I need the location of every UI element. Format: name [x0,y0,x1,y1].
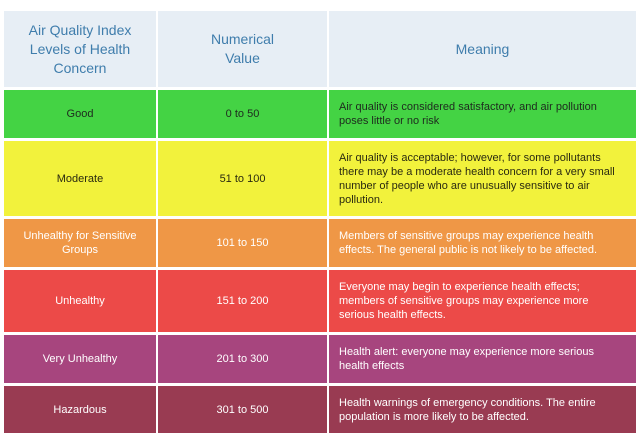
aqi-table: Air Quality Index Levels of Health Conce… [4,11,636,433]
value-cell: 51 to 100 [158,141,329,216]
level-very-unhealthy: Very Unhealthy [42,353,118,365]
header-meaning-text: Meaning [455,40,510,57]
level-unhealthy-sensitive: Unhealthy for Sensitive Groups [23,230,137,256]
meaning-cell: Health alert: everyone may experience mo… [329,335,636,383]
level-moderate: Moderate [56,172,104,185]
level-cell: Very Unhealthy [4,335,158,383]
level-unhealthy: Unhealthy [55,295,105,307]
level-cell: Good [4,90,158,138]
level-cell: Hazardous [4,386,158,433]
meaning-good: Air quality is considered satisfactory, … [339,101,597,127]
value-unhealthy: 151 to 200 [216,295,269,307]
header-value-text: Numerical Value [210,31,274,66]
level-hazardous: Hazardous [53,403,107,416]
level-cell: Unhealthy [4,270,158,332]
value-moderate: 51 to 100 [219,172,266,185]
header-meaning: Meaning [329,11,636,87]
meaning-moderate: Air quality is acceptable; however, for … [339,151,615,206]
header-levels-text: Air Quality Index Levels of Health Conce… [28,21,132,76]
meaning-unhealthy-sensitive: Members of sensitive groups may experien… [339,230,598,256]
value-cell: 151 to 200 [158,270,329,332]
value-cell: 301 to 500 [158,386,329,433]
meaning-cell: Members of sensitive groups may experien… [329,219,636,267]
level-good: Good [66,108,94,120]
header-levels: Air Quality Index Levels of Health Conce… [4,11,158,87]
meaning-cell: Everyone may begin to experience health … [329,270,636,332]
value-unhealthy-sensitive: 101 to 150 [216,237,269,249]
meaning-cell: Health warnings of emergency conditions.… [329,386,636,433]
value-very-unhealthy: 201 to 300 [216,353,269,365]
value-hazardous: 301 to 500 [216,403,269,416]
value-cell: 0 to 50 [158,90,329,138]
meaning-cell: Air quality is considered satisfactory, … [329,90,636,138]
value-cell: 101 to 150 [158,219,329,267]
value-cell: 201 to 300 [158,335,329,383]
meaning-hazardous: Health warnings of emergency conditions.… [339,396,596,423]
value-good: 0 to 50 [225,108,260,120]
meaning-cell: Air quality is acceptable; however, for … [329,141,636,216]
header-value: Numerical Value [158,11,329,87]
meaning-unhealthy: Everyone may begin to experience health … [339,281,589,321]
level-cell: Unhealthy for Sensitive Groups [4,219,158,267]
meaning-very-unhealthy: Health alert: everyone may experience mo… [339,346,594,372]
level-cell: Moderate [4,141,158,216]
